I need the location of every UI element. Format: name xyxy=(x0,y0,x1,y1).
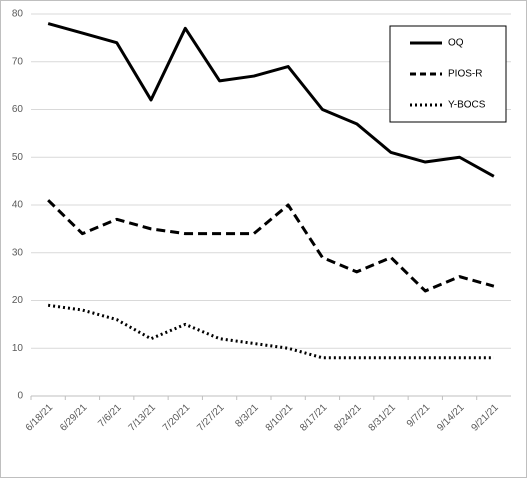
y-tick-label: 20 xyxy=(12,295,24,306)
y-tick-label: 50 xyxy=(12,152,24,163)
y-tick-label: 60 xyxy=(12,104,24,115)
legend-label: Y-BOCS xyxy=(448,100,486,111)
series-line xyxy=(47,199,495,293)
series-line xyxy=(47,22,495,178)
y-tick-label: 30 xyxy=(12,247,24,258)
series-line xyxy=(47,303,494,360)
legend: OQ PIOS-R Y-BOCS xyxy=(389,25,507,123)
legend-box xyxy=(389,25,507,123)
legend-label: PIOS-R xyxy=(448,69,482,80)
y-tick-label: 40 xyxy=(12,200,24,211)
y-tick-label: 0 xyxy=(17,391,23,402)
y-tick-label: 70 xyxy=(12,56,24,67)
y-tick-label: 10 xyxy=(12,343,24,354)
legend-label: OQ xyxy=(448,38,464,49)
y-tick-label: 80 xyxy=(12,9,24,20)
